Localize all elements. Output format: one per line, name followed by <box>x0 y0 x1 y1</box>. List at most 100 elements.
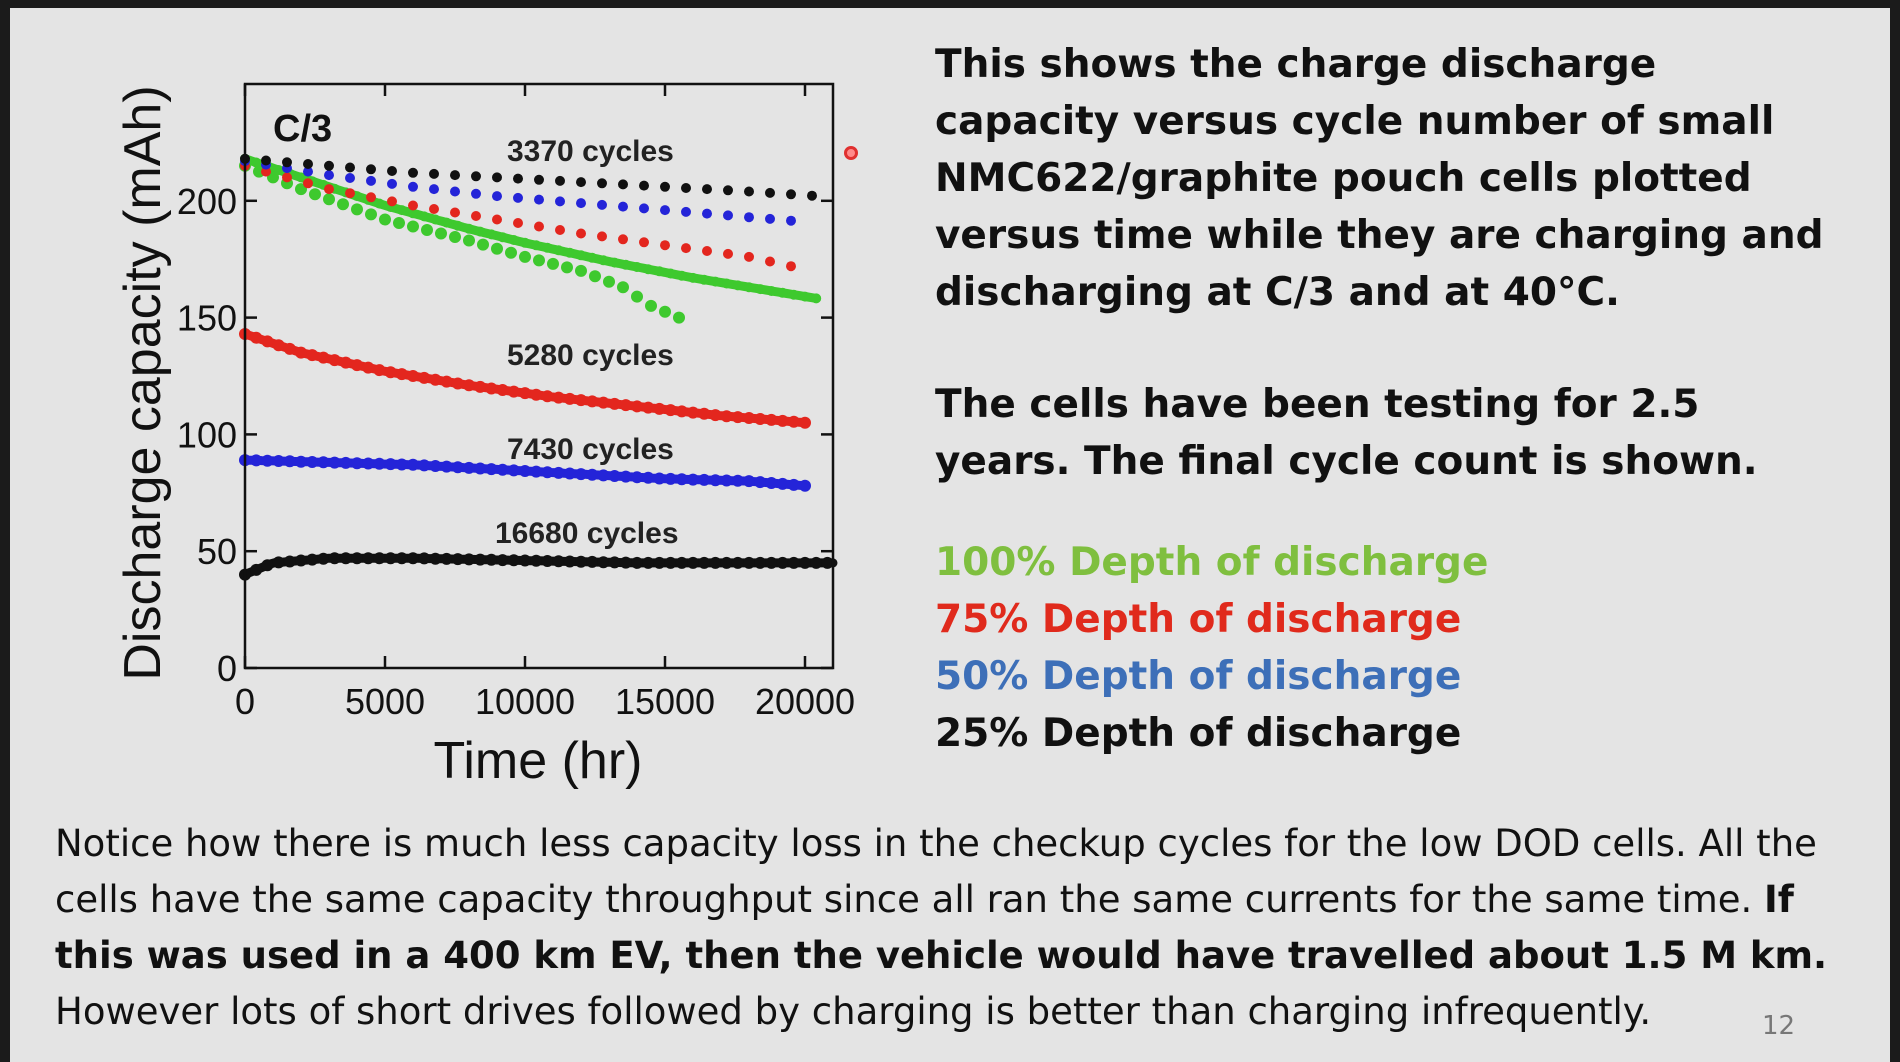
data-point <box>408 208 418 219</box>
data-point <box>463 461 475 474</box>
series-line-3370-cycles-green <box>240 154 821 303</box>
data-point <box>419 211 430 222</box>
data-point <box>643 264 654 275</box>
data-point <box>362 552 375 565</box>
data-point <box>339 456 352 469</box>
data-point <box>463 553 475 566</box>
data-point <box>563 467 576 480</box>
data-point <box>786 215 796 226</box>
data-point <box>743 412 755 424</box>
y-tick-label: 50 <box>197 531 237 572</box>
data-point <box>463 234 475 247</box>
data-point <box>384 366 397 379</box>
data-point <box>681 206 691 217</box>
data-point <box>513 173 523 184</box>
data-point <box>575 394 587 407</box>
data-point <box>474 462 487 475</box>
data-point <box>618 179 628 190</box>
data-point <box>787 415 800 428</box>
data-point <box>492 191 502 202</box>
data-point <box>530 388 543 401</box>
data-point <box>765 413 778 426</box>
data-point <box>589 270 601 283</box>
data-point <box>534 194 544 205</box>
data-point <box>395 368 408 381</box>
data-point <box>597 178 607 189</box>
y-tick-label: 100 <box>177 414 237 455</box>
data-point <box>710 276 721 287</box>
data-point <box>645 299 657 312</box>
data-point <box>617 281 629 294</box>
data-point <box>463 379 475 392</box>
data-point <box>309 188 321 201</box>
data-point <box>303 159 313 169</box>
data-point <box>282 172 292 183</box>
data-point <box>575 555 587 568</box>
data-point <box>619 556 632 569</box>
data-point <box>373 552 386 565</box>
data-point <box>553 245 564 256</box>
data-point <box>283 455 296 468</box>
data-point <box>250 563 263 576</box>
data-point <box>687 406 699 419</box>
data-point <box>681 243 691 254</box>
data-point <box>283 342 296 355</box>
data-point <box>664 472 677 485</box>
data-point <box>366 175 376 186</box>
data-point <box>418 552 431 565</box>
data-point <box>451 377 464 390</box>
data-point <box>496 554 509 567</box>
data-point <box>429 204 439 214</box>
data-point <box>586 555 599 568</box>
data-point <box>373 364 386 377</box>
data-point <box>688 272 698 283</box>
data-point <box>608 397 621 410</box>
data-point <box>387 196 397 207</box>
data-point <box>811 293 822 304</box>
data-point <box>552 555 565 568</box>
data-point <box>721 278 732 289</box>
data-point <box>395 458 408 471</box>
data-point <box>351 457 363 470</box>
data-point <box>534 221 544 232</box>
data-point <box>788 289 799 300</box>
data-point <box>323 193 335 206</box>
x-axis-title: Time (hr) <box>434 732 643 790</box>
data-point <box>365 208 377 221</box>
data-point <box>675 405 688 418</box>
data-point <box>396 205 407 216</box>
data-point <box>731 411 744 424</box>
data-point <box>787 478 800 491</box>
data-point <box>328 552 341 565</box>
data-point <box>731 474 744 487</box>
data-point <box>295 455 307 468</box>
data-point <box>555 175 565 186</box>
data-point <box>561 261 573 274</box>
data-point <box>477 238 489 251</box>
data-point <box>575 264 587 277</box>
data-point <box>507 385 520 398</box>
data-point <box>464 223 474 234</box>
data-point <box>408 181 418 192</box>
data-point <box>619 470 632 483</box>
data-point <box>709 474 722 487</box>
description-paragraph-1: This shows the charge discharge capacity… <box>935 42 1824 315</box>
data-point <box>653 472 666 485</box>
data-point <box>576 250 586 261</box>
data-point <box>324 170 334 181</box>
data-point <box>475 226 486 237</box>
data-point <box>407 220 419 233</box>
data-point <box>765 477 778 489</box>
data-point <box>261 335 274 348</box>
data-point <box>631 400 643 413</box>
data-point <box>659 305 671 318</box>
data-point <box>755 284 766 295</box>
data-point <box>563 392 576 405</box>
data-point <box>555 196 565 207</box>
data-point <box>765 213 775 224</box>
data-point <box>306 456 319 468</box>
data-point <box>534 174 544 185</box>
data-point <box>597 556 610 569</box>
data-point <box>702 208 712 219</box>
data-point <box>261 559 274 572</box>
